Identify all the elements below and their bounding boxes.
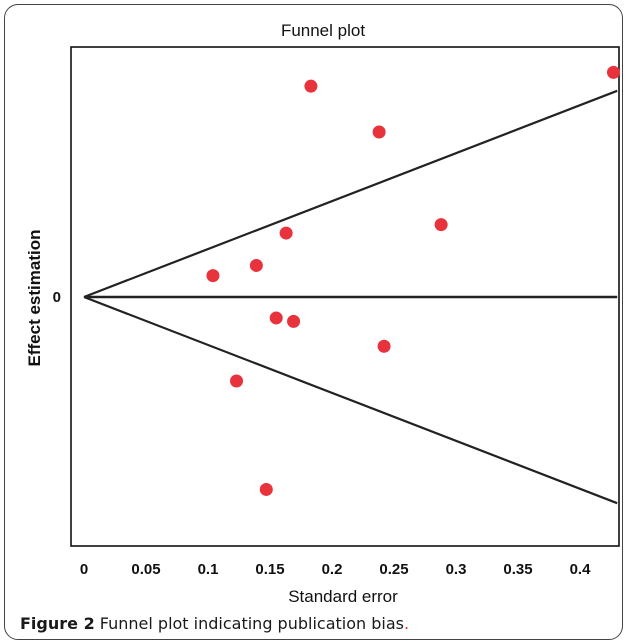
- funnel-lower-bound-line: [83, 295, 618, 505]
- data-point: [279, 226, 293, 240]
- figure-caption: Figure 2 Funnel plot indicating publicat…: [20, 614, 409, 633]
- data-point: [230, 374, 244, 388]
- y-axis-label: Effect estimation: [25, 230, 44, 367]
- data-point: [372, 125, 386, 139]
- x-tick-label: 0.25: [379, 561, 408, 578]
- data-point: [377, 339, 391, 353]
- data-point: [269, 311, 283, 325]
- funnel-plot-chart: Funnel plot 0 0.05 0.1 0.15 0.2 0.25 0.3 0.35 0.…: [25, 21, 620, 606]
- data-point: [206, 269, 220, 283]
- data-point: [249, 258, 263, 272]
- figure-frame: [4, 4, 623, 640]
- chart-title: Funnel plot: [281, 21, 365, 40]
- y-tick-label: 0: [53, 289, 61, 306]
- caption-text: Funnel plot indicating publication bias: [94, 614, 404, 633]
- caption-label: Figure 2: [20, 614, 95, 633]
- x-tick-label: 0.35: [503, 561, 532, 578]
- x-tick-label: 0.05: [131, 561, 160, 578]
- data-point: [434, 218, 448, 232]
- funnel-upper-bound-line: [83, 89, 618, 299]
- x-tick-label: 0.1: [198, 561, 219, 578]
- x-axis-label: Standard error: [288, 587, 398, 606]
- x-tick-label: 0.4: [570, 561, 592, 578]
- x-tick-label: 0.2: [322, 561, 343, 578]
- x-tick-label: 0.15: [255, 561, 284, 578]
- data-point: [259, 482, 273, 496]
- data-point: [304, 79, 318, 93]
- plot-area: [70, 46, 620, 547]
- caption-period: .: [403, 614, 410, 633]
- x-tick-label: 0: [80, 561, 88, 578]
- data-point: [606, 65, 620, 79]
- data-point: [287, 314, 301, 328]
- x-tick-label: 0.3: [446, 561, 467, 578]
